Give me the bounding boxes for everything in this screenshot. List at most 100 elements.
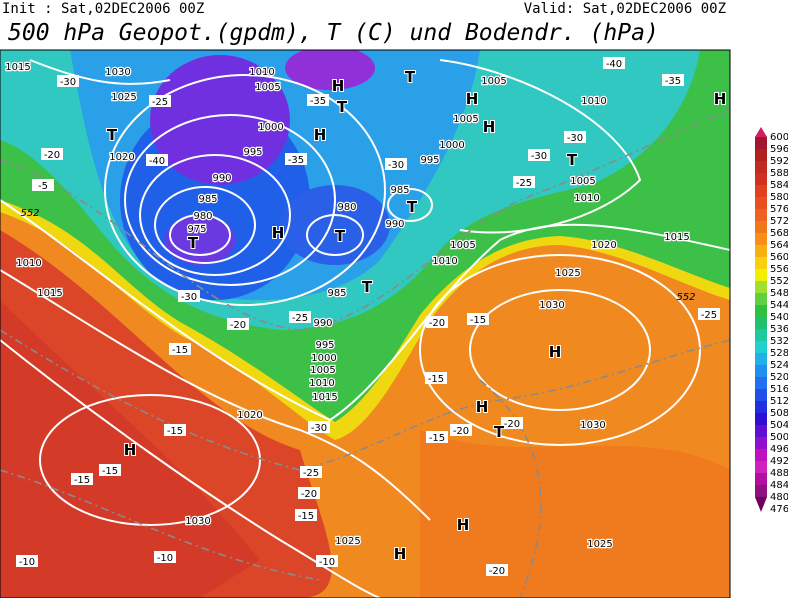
isotherm-label-box xyxy=(227,318,249,330)
pressure-center: H xyxy=(457,516,470,534)
isotherm-label: -20 xyxy=(504,419,520,430)
pressure-center: T xyxy=(337,98,348,116)
isobar-label: 1010 xyxy=(581,96,606,107)
colorbar-swatch xyxy=(755,185,767,197)
pressure-center: H xyxy=(714,90,727,108)
cold-core xyxy=(150,55,290,185)
colorbar-swatch xyxy=(755,281,767,293)
colorbar-label: 492 xyxy=(770,456,788,467)
isobar-label: 1010 xyxy=(574,193,599,204)
isobar-label: 995 xyxy=(243,147,262,158)
isotherm-label: -20 xyxy=(44,150,60,161)
isotherm-label: -35 xyxy=(665,76,681,87)
isobar-label: 980 xyxy=(337,202,356,213)
isotherm-label-box xyxy=(295,509,317,521)
colorbar-label: 580 xyxy=(770,192,788,203)
isotherm-label-box xyxy=(99,464,121,476)
isotherm-label-box xyxy=(662,74,684,86)
isotherm-label-box xyxy=(603,57,625,69)
isobar-label: 995 xyxy=(420,155,439,166)
colorbar-label: 496 xyxy=(770,444,788,455)
isobar-label: 1025 xyxy=(555,268,580,279)
isobar-label: 1015 xyxy=(312,392,337,403)
colorbar-swatch xyxy=(755,473,767,485)
isotherm-label-box xyxy=(385,158,407,170)
pressure-center: T xyxy=(107,126,118,144)
pressure-center: H xyxy=(272,224,285,242)
isobar-label: 1000 xyxy=(439,140,464,151)
isobar-label: 1030 xyxy=(105,67,130,78)
isotherm-label: -20 xyxy=(453,426,469,437)
isotherm-label: -20 xyxy=(489,566,505,577)
pressure-center: T xyxy=(188,234,199,252)
isobar-label: 1025 xyxy=(587,539,612,550)
isobar-label: 1005 xyxy=(255,82,280,93)
isotherm-label: -35 xyxy=(288,155,304,166)
colorbar-swatch xyxy=(755,257,767,269)
isotherm-label: -5 xyxy=(38,181,48,192)
colorbar: 6005965925885845805765725685645605565525… xyxy=(755,127,788,515)
colorbar-label: 536 xyxy=(770,324,788,335)
colorbar-swatch xyxy=(755,377,767,389)
isotherm-label-box xyxy=(513,176,535,188)
isotherm-label-box xyxy=(426,316,448,328)
colorbar-swatch xyxy=(755,137,767,149)
isotherm-label-box xyxy=(564,131,586,143)
colorbar-swatch xyxy=(755,485,767,497)
isotherm-label-box xyxy=(425,372,447,384)
colorbar-label: 544 xyxy=(770,300,788,311)
colorbar-label: 540 xyxy=(770,312,788,323)
isobar-label: 1020 xyxy=(109,152,134,163)
isotherm-label-box xyxy=(154,551,176,563)
isobar-label: 1005 xyxy=(453,114,478,125)
colorbar-label: 516 xyxy=(770,384,788,395)
pressure-center: T xyxy=(362,278,373,296)
isotherm-label-box xyxy=(698,308,720,320)
colorbar-swatch xyxy=(755,173,767,185)
colorbar-swatch xyxy=(755,161,767,173)
isobar-label: 995 xyxy=(315,340,334,351)
isotherm-label: -15 xyxy=(102,466,118,477)
colorbar-label: 484 xyxy=(770,480,788,491)
isobar-label: 1025 xyxy=(335,536,360,547)
isobar-label: 1010 xyxy=(432,256,457,267)
isotherm-label: -10 xyxy=(19,557,35,568)
colorbar-label: 584 xyxy=(770,180,788,191)
isobar-label: 1000 xyxy=(258,122,283,133)
colorbar-label: 564 xyxy=(770,240,788,251)
isotherm-label: -20 xyxy=(230,320,246,331)
colorbar-label: 568 xyxy=(770,228,788,239)
pressure-center: H xyxy=(549,343,562,361)
map-labels: 1015 103010251020101010051000995990985980… xyxy=(4,57,727,577)
isotherm-label-box xyxy=(501,417,523,429)
isotherm-label: -40 xyxy=(606,59,622,70)
isotherm-label-box xyxy=(149,95,171,107)
isotherm-label-box xyxy=(285,153,307,165)
colorbar-label: 588 xyxy=(770,168,788,179)
colorbar-label: 600 xyxy=(770,132,788,143)
colorbar-swatch xyxy=(755,245,767,257)
isotherm-label-box xyxy=(308,421,330,433)
isotherms xyxy=(0,109,730,598)
hot-field xyxy=(0,300,260,598)
isobar-label: 1020 xyxy=(591,240,616,251)
pressure-center: H xyxy=(332,77,345,95)
isotherm-label-box xyxy=(300,466,322,478)
colorbar-cap xyxy=(755,127,767,137)
isotherm-label: -25 xyxy=(701,310,717,321)
isotherm-label: -35 xyxy=(310,96,326,107)
isotherm-label: -30 xyxy=(531,151,547,162)
colorbar-label: 556 xyxy=(770,264,788,275)
isobar-label: 1005 xyxy=(450,240,475,251)
isobar-label: 1030 xyxy=(539,300,564,311)
isotherm-label-box xyxy=(169,343,191,355)
colorbar-swatch xyxy=(755,197,767,209)
isotherm-label-box xyxy=(32,179,54,191)
isobar-label: 1020 xyxy=(237,410,262,421)
pressure-center: T xyxy=(405,68,416,86)
colorbar-swatch xyxy=(755,293,767,305)
isobar-label: 1005 xyxy=(310,365,335,376)
gpdm-label: 552 xyxy=(676,292,695,303)
colorbar-label: 476 xyxy=(770,504,788,515)
